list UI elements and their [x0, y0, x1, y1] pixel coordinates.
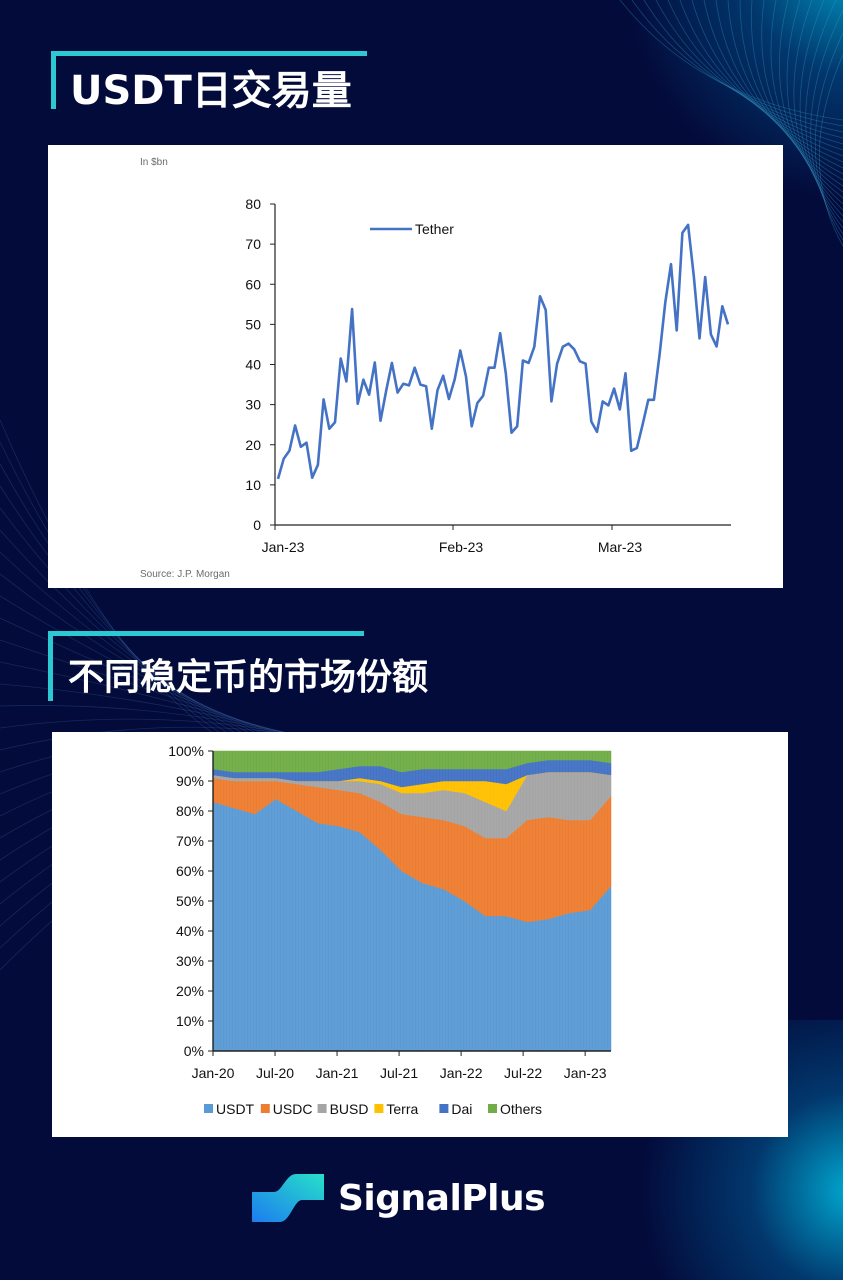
- market-share-chart-panel: 0% 10% 20% 30% 40% 50% 60% 70% 80% 90% 100% Jan-20 J…: [52, 732, 788, 1137]
- legend-label-others: Others: [500, 1101, 542, 1117]
- x-tick-label: Jul-20: [256, 1065, 294, 1081]
- source-note: Source: J.P. Morgan: [140, 569, 230, 580]
- y-tick-label: 50%: [176, 893, 204, 909]
- y-tick-label: 50: [245, 316, 261, 332]
- section-1-title-accent-top: [51, 51, 367, 56]
- y-tick-label: 100%: [168, 743, 204, 759]
- y-tick-label: 70%: [176, 833, 204, 849]
- legend-swatch-dai: [439, 1104, 449, 1113]
- legend-swatch-others: [488, 1104, 497, 1113]
- y-tick-label: 80%: [176, 803, 204, 819]
- legend-swatch-usdc: [260, 1104, 270, 1113]
- y-tick-label: 20: [245, 437, 261, 453]
- y-tick-label: 80: [245, 196, 261, 212]
- line-chart-panel: In $bn Source: J.P. Morgan 0 10 20 30 40 50 60…: [48, 145, 783, 588]
- y-tick-label: 60: [245, 276, 261, 292]
- x-tick-label: Jan-23: [262, 539, 305, 555]
- tether-series-line: [276, 223, 730, 480]
- y-tick-label: 90%: [176, 773, 204, 789]
- section-2-title-accent-left: [48, 631, 53, 701]
- unit-note: In $bn: [140, 157, 168, 168]
- legend-swatch-usdt: [204, 1104, 213, 1113]
- legend-label-busd: BUSD: [330, 1101, 369, 1117]
- x-tick-label: Jul-22: [504, 1065, 542, 1081]
- legend-swatch-busd: [317, 1104, 327, 1113]
- legend-label-tether: Tether: [415, 221, 454, 237]
- x-tick-label: Jan-22: [440, 1065, 483, 1081]
- legend-label-usdt: USDT: [216, 1101, 255, 1117]
- area-others: [212, 750, 612, 773]
- section-2-title: 不同稳定币的市场份额: [68, 657, 429, 698]
- y-tick-label: 10%: [176, 1013, 204, 1029]
- legend-label-terra: Terra: [386, 1101, 418, 1117]
- x-tick-label: Jan-21: [316, 1065, 359, 1081]
- section-1-title-accent-left: [51, 51, 56, 109]
- brand-name: SignalPlus: [338, 1177, 546, 1219]
- y-tick-label: 30: [245, 397, 261, 413]
- tether-volume-line-chart: 0 10 20 30 40 50 60 70 80 Jan-23 Feb-23 Mar-23 Tethe…: [245, 196, 731, 555]
- legend-label-dai: Dai: [451, 1101, 472, 1117]
- y-tick-label: 60%: [176, 863, 204, 879]
- x-tick-label: Jul-21: [380, 1065, 418, 1081]
- y-tick-label: 70: [245, 236, 261, 252]
- signalplus-logo: SignalPlus: [252, 1170, 546, 1226]
- y-tick-label: 40%: [176, 923, 204, 939]
- x-tick-label: Mar-23: [598, 539, 643, 555]
- section-1-title: USDT日交易量: [70, 68, 352, 114]
- x-tick-label: Feb-23: [439, 539, 484, 555]
- x-tick-label: Jan-20: [192, 1065, 235, 1081]
- legend-swatch-terra: [374, 1104, 384, 1113]
- section-2-title-accent-top: [48, 631, 364, 636]
- y-tick-label: 40: [245, 357, 261, 373]
- y-tick-label: 10: [245, 477, 261, 493]
- legend-label-usdc: USDC: [273, 1101, 313, 1117]
- y-tick-label: 30%: [176, 953, 204, 969]
- stablecoin-market-share-stacked-chart: 0% 10% 20% 30% 40% 50% 60% 70% 80% 90% 100% Jan-20 J…: [168, 743, 612, 1117]
- y-tick-label: 20%: [176, 983, 204, 999]
- signalplus-logo-icon: [252, 1174, 324, 1222]
- y-tick-label: 0%: [184, 1043, 204, 1059]
- x-tick-label: Jan-23: [564, 1065, 607, 1081]
- y-tick-label: 0: [253, 517, 261, 533]
